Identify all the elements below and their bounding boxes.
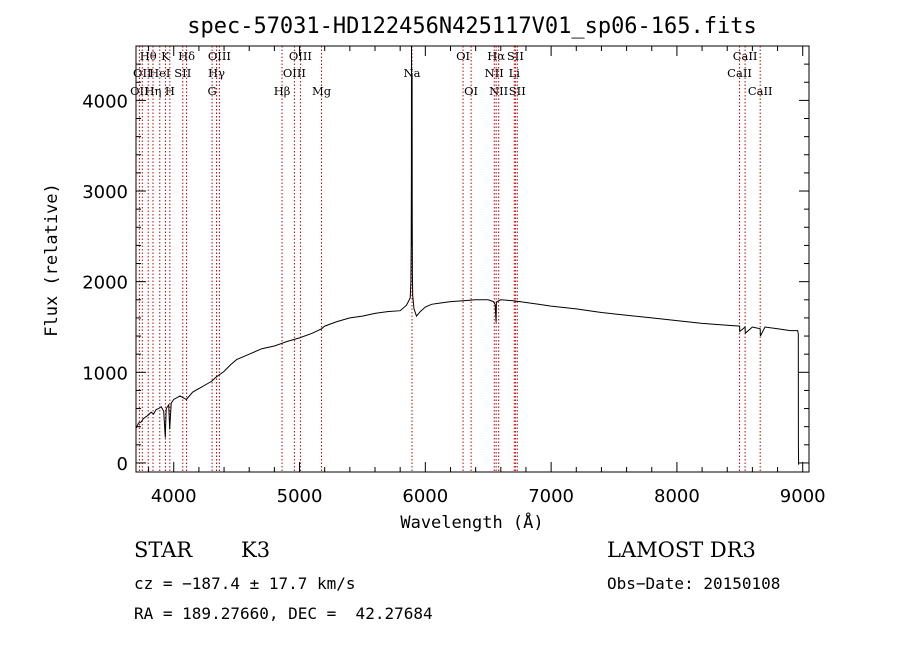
line-label-7: SII xyxy=(174,66,191,80)
spectrum-line xyxy=(135,45,800,465)
line-label-11: OIII xyxy=(208,49,231,63)
y-axis-label: Flux (relative) xyxy=(42,183,62,337)
line-label-6: H xyxy=(165,84,175,98)
line-label-9: G xyxy=(208,84,217,98)
line-label-4: HeI xyxy=(149,66,170,80)
line-label-18: OI xyxy=(464,84,478,98)
y-tick-label-1: 1000 xyxy=(82,363,128,384)
x-tick-labels: 4000 5000 6000 7000 8000 9000 xyxy=(151,486,826,507)
x-tick-label-3: 7000 xyxy=(528,486,574,507)
y-tick-label-2: 2000 xyxy=(82,273,128,294)
line-label-14: OIII xyxy=(289,49,312,63)
line-label-12: Hβ xyxy=(274,84,291,98)
x-tick-label-0: 4000 xyxy=(151,486,197,507)
survey-name: LAMOST DR3 xyxy=(607,538,756,562)
line-label-19: NII xyxy=(485,66,504,80)
line-label-5: K xyxy=(161,49,170,63)
line-label-3: Hη xyxy=(145,84,162,98)
line-label-26: CaII xyxy=(733,49,758,63)
object-class: STAR xyxy=(134,538,193,562)
redshift-cz: cz = −187.4 ± 17.7 km/s xyxy=(134,574,356,593)
line-markers xyxy=(138,46,761,472)
chart-title: spec-57031-HD122456N425117V01_sp06-165.f… xyxy=(187,14,757,39)
plot-frame xyxy=(135,45,810,473)
line-label-22: Li xyxy=(509,66,521,80)
x-tick-label-5: 9000 xyxy=(780,486,826,507)
line-labels: OII OII Hθ Hη HeI K H SII Hδ G Hγ OIII Hβ OIII OIII Mg N… xyxy=(130,49,772,98)
x-tick-label-4: 8000 xyxy=(654,486,700,507)
line-label-24: SII xyxy=(509,84,526,98)
line-label-23: SII xyxy=(507,49,524,63)
line-label-15: Mg xyxy=(312,84,332,98)
ra-dec: RA = 189.27660, DEC = 42.27684 xyxy=(134,604,433,623)
x-tick-label-1: 5000 xyxy=(277,486,323,507)
line-label-10: Hγ xyxy=(208,66,225,80)
line-label-21: NII xyxy=(489,84,508,98)
obs-date: Obs−Date: 20150108 xyxy=(607,574,781,593)
line-label-13: OIII xyxy=(283,66,306,80)
x-axis-label: Wavelength (Å) xyxy=(400,511,543,533)
line-label-8: Hδ xyxy=(178,49,195,63)
x-tick-label-2: 6000 xyxy=(402,486,448,507)
line-label-17: OI xyxy=(456,49,470,63)
line-label-1: OII xyxy=(133,66,152,80)
line-label-25: CaII xyxy=(727,66,752,80)
line-label-27: CaII xyxy=(748,84,773,98)
axis-ticks xyxy=(136,46,809,472)
y-tick-labels: 0 1000 2000 3000 4000 xyxy=(82,91,128,475)
y-tick-label-4: 4000 xyxy=(82,91,128,112)
line-label-0: OII xyxy=(130,84,149,98)
line-label-20: Hα xyxy=(487,49,505,63)
line-label-2: Hθ xyxy=(140,49,157,63)
y-tick-label-3: 3000 xyxy=(82,182,128,203)
y-tick-label-0: 0 xyxy=(117,454,128,475)
object-subclass: K3 xyxy=(241,538,271,562)
